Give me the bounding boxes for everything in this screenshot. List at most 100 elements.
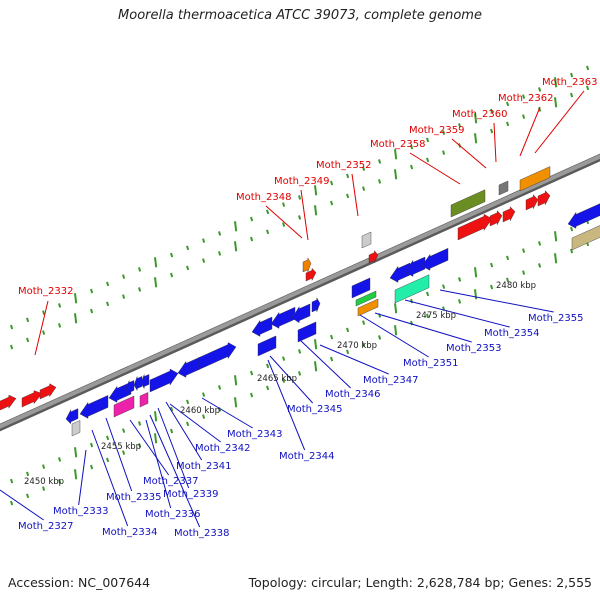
gene-reverse-arrow <box>125 380 135 396</box>
leader-line-forward <box>451 138 487 169</box>
gene-forward-arrow <box>457 213 493 241</box>
gene-box <box>361 231 372 249</box>
leader-line-reverse <box>0 489 44 521</box>
tick-mark <box>250 392 254 398</box>
tick-mark <box>282 202 286 207</box>
gene-label-reverse: Moth_2355 <box>528 313 583 324</box>
tick-mark <box>10 478 14 484</box>
gene-box <box>297 321 317 343</box>
tick-mark <box>250 236 254 242</box>
backbone-core <box>0 154 600 429</box>
scale-label: 2460 kbp <box>180 406 220 416</box>
gene-forward-arrow <box>149 368 179 393</box>
leader-line-reverse <box>145 419 172 509</box>
gene-box <box>257 335 277 357</box>
tick-mark <box>474 267 478 278</box>
tick-mark <box>474 289 478 300</box>
tick-mark <box>570 226 574 232</box>
tick-mark <box>490 108 494 114</box>
tick-mark <box>74 447 78 458</box>
tick-mark <box>234 375 238 386</box>
tick-mark <box>218 385 222 390</box>
tick-mark <box>362 320 366 325</box>
tick-mark <box>298 195 302 200</box>
gene-label-reverse: Moth_2338 <box>174 528 229 539</box>
leader-line-reverse <box>91 429 129 527</box>
tick-mark <box>570 92 574 98</box>
gene-forward-arrow <box>302 257 312 273</box>
scale-label: 2465 kbp <box>257 374 297 384</box>
tick-mark <box>506 121 510 127</box>
leader-line-forward <box>351 173 359 217</box>
tick-mark <box>58 323 62 328</box>
tick-mark <box>426 313 430 319</box>
tick-mark <box>346 173 350 179</box>
tick-mark <box>378 179 382 184</box>
label-leader-lines <box>0 90 585 528</box>
gene-box <box>357 298 379 317</box>
gene-label-reverse: Moth_2345 <box>287 404 342 415</box>
tick-mark <box>122 294 126 299</box>
gene-label-reverse: Moth_2336 <box>145 509 200 520</box>
tick-mark <box>586 85 590 91</box>
tick-mark <box>10 344 14 350</box>
tick-mark <box>426 291 430 297</box>
tick-mark <box>362 342 366 347</box>
tick-mark <box>538 241 542 246</box>
gene-box <box>139 392 149 408</box>
tick-mark <box>554 231 558 242</box>
gene-label-forward: Moth_2360 <box>452 109 507 120</box>
gene-label-forward: Moth_2359 <box>409 125 464 136</box>
tick-mark <box>170 252 174 258</box>
tick-mark <box>106 435 110 441</box>
gene-forward-arrow <box>197 342 237 371</box>
tick-mark <box>298 371 302 376</box>
tick-mark <box>554 77 558 88</box>
gene-forward-arrow <box>368 250 379 264</box>
gene-label-forward: Moth_2362 <box>498 93 553 104</box>
tick-mark <box>314 185 318 196</box>
tick-mark <box>330 334 334 340</box>
gene-label-forward: Moth_2332 <box>18 286 73 297</box>
tick-mark <box>554 97 558 108</box>
tick-mark <box>74 469 78 480</box>
gene-box <box>351 277 371 299</box>
tick-mark <box>458 299 462 304</box>
gene-forward-arrow <box>537 190 551 207</box>
gene-label-reverse: Moth_2347 <box>363 375 418 386</box>
leader-line-reverse <box>165 401 203 461</box>
tick-mark <box>282 378 286 383</box>
tick-mark <box>506 277 510 283</box>
gene-box <box>519 166 551 192</box>
gene-label-reverse: Moth_2339 <box>163 489 218 500</box>
tick-mark <box>282 356 286 361</box>
tick-mark <box>346 193 350 199</box>
gene-label-reverse: Moth_2337 <box>143 476 198 487</box>
tick-mark <box>394 169 398 180</box>
leader-line-reverse <box>439 289 554 313</box>
gene-reverse-arrow <box>421 247 449 271</box>
tick-mark <box>570 72 574 78</box>
gene-reverse-arrow <box>404 256 426 277</box>
scale-labels: 2450 kbp 2455 kbp 2460 kbp 2465 kbp 2470 kbp… <box>24 281 536 487</box>
gene-reverse-arrow <box>291 303 311 324</box>
tick-mark <box>474 133 478 144</box>
gene-reverse-arrow <box>108 381 132 403</box>
tick-mark <box>186 265 190 271</box>
tick-mark <box>202 414 206 419</box>
tick-mark <box>442 150 446 155</box>
gene-label-reverse: Moth_2333 <box>53 506 108 517</box>
leader-line-reverse <box>78 449 87 506</box>
gene-label-reverse: Moth_2344 <box>279 451 334 462</box>
gene-label-reverse: Moth_2327 <box>18 521 73 532</box>
tick-mark <box>266 229 270 235</box>
leader-line-forward <box>493 122 497 163</box>
gene-reverse-arrow <box>389 262 411 283</box>
tick-mark <box>234 397 238 408</box>
leader-line-forward <box>534 90 585 154</box>
tick-mark <box>26 337 30 343</box>
gene-reverse-arrow <box>65 408 79 425</box>
leader-line-reverse <box>269 355 314 404</box>
tick-mark <box>138 421 142 426</box>
